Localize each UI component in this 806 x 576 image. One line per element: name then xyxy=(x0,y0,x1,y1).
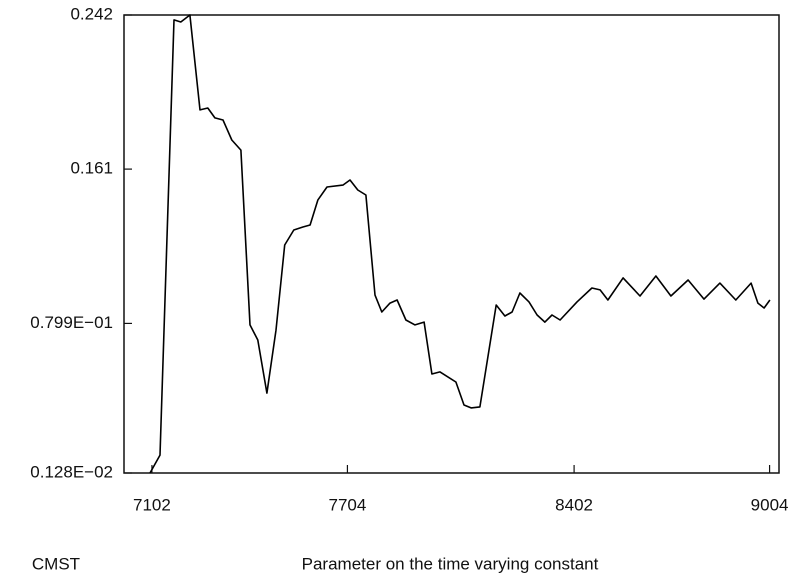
x-tick-label: 9004 xyxy=(751,495,789,514)
y-tick-label: 0.799E−01 xyxy=(30,313,113,332)
x-axis-label: Parameter on the time varying constant xyxy=(302,554,599,573)
y-tick-label: 0.242 xyxy=(70,4,113,23)
x-tick-label: 7102 xyxy=(133,495,171,514)
y-tick-label: 0.128E−02 xyxy=(30,462,113,481)
x-tick-label: 7704 xyxy=(329,495,367,514)
y-tick-label: 0.161 xyxy=(70,159,113,178)
plot-frame xyxy=(123,14,780,474)
data-line xyxy=(149,14,771,474)
y-axis-label: CMST xyxy=(32,554,80,573)
x-tick-label: 8402 xyxy=(555,495,593,514)
